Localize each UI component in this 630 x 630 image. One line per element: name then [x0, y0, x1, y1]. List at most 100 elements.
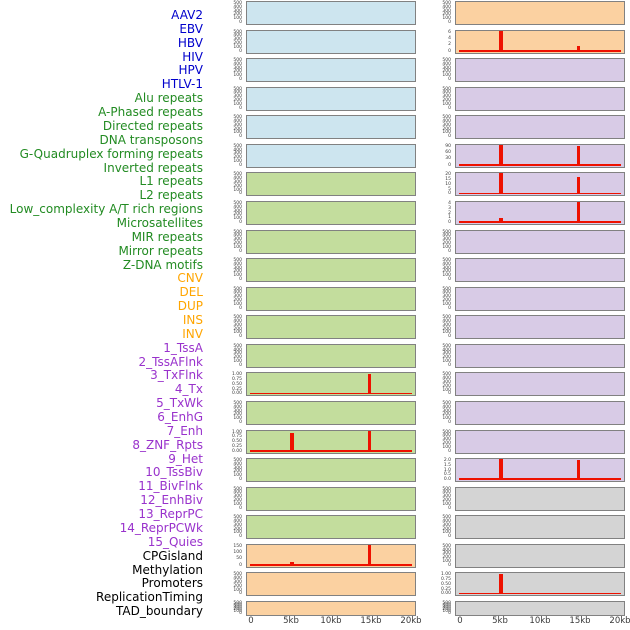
y-tick-label: 500 — [233, 343, 242, 349]
y-tick-label: 1.0 — [443, 467, 451, 473]
y-tick-label: 0 — [448, 391, 451, 397]
y-tick-label: 300 — [233, 294, 242, 300]
y-axis-ticks-hbv: 500 400 300 200 100 0 — [200, 58, 244, 82]
y-axis-ticks-del: 500 400 300 200 100 0 — [200, 572, 244, 596]
feature-label-a-phased-repeats: A-Phased repeats — [98, 105, 203, 119]
y-tick-label: 300 — [442, 605, 451, 610]
feature-label-ebv: EBV — [179, 21, 203, 36]
y-tick-label: 0 — [448, 220, 451, 225]
x-axis-tick-label: 5kb — [492, 616, 508, 626]
y-tick-label: 400 — [233, 204, 242, 210]
y-tick-label: 500 — [442, 315, 451, 321]
y-tick-label: 100 — [233, 301, 242, 307]
panel-1-tssa — [455, 58, 625, 83]
y-tick-label: 0 — [448, 334, 451, 340]
y-tick-label: 300 — [442, 122, 451, 128]
y-tick-label: 100 — [442, 558, 451, 564]
y-axis-ticks-low-complexity-a-t-rich-regions: 500 400 300 200 100 0 — [200, 401, 244, 425]
y-tick-label: 200 — [442, 355, 451, 361]
y-tick-label: 200 — [442, 498, 451, 504]
y-tick-label: 0.00 — [231, 448, 242, 454]
y-tick-label: 100 — [233, 158, 242, 164]
panel-a-phased-repeats — [246, 201, 416, 225]
y-tick-label: 2.0 — [443, 458, 451, 464]
y-axis-ticks-7-enh: 500 400 300 200 100 0 — [409, 230, 453, 254]
y-tick-label: 300 — [233, 522, 242, 528]
y-tick-label: 100 — [233, 273, 242, 279]
y-axis-ticks-15-quies: 2.0 1.5 1.0 0.5 0.0 — [409, 458, 453, 482]
y-tick-label: 300 — [442, 65, 451, 71]
y-tick-label: 300 — [233, 37, 242, 43]
y-tick-label: 500 — [233, 315, 242, 321]
y-tick-label: 200 — [233, 469, 242, 475]
y-tick-label: 300 — [233, 237, 242, 243]
y-tick-label: 500 — [233, 401, 242, 406]
y-tick-label: 500 — [442, 372, 451, 378]
panel-cpgisland — [455, 486, 625, 511]
panel-hpv — [246, 115, 416, 140]
y-axis-ticks-z-dna-motifs: 500 400 300 200 100 0 — [200, 515, 244, 539]
y-tick-label: 0.50 — [440, 581, 451, 587]
y-tick-label: 500 — [233, 286, 242, 292]
y-tick-label: 100 — [233, 330, 242, 336]
feature-label-6-enhg: 6_EnhG — [157, 410, 203, 424]
feature-label-z-dna-motifs: Z-DNA motifs — [122, 257, 203, 272]
y-axis-ticks-methylation: 500 400 300 200 100 0 — [409, 515, 453, 539]
y-tick-label: 200 — [442, 440, 451, 446]
panel-ins — [455, 1, 625, 25]
y-tick-label: 500 — [442, 343, 451, 349]
x-axis-tick-label: 10kb — [320, 616, 342, 626]
y-axis-ticks-11-bivflnk: 500 400 300 200 100 0 — [409, 344, 453, 368]
panel-replicationtiming — [455, 572, 625, 597]
x-axis-tick-label: 5kb — [283, 616, 299, 626]
y-tick-label: 200 — [233, 326, 242, 332]
y-tick-label: 100 — [442, 273, 451, 279]
y-tick-label: 0 — [239, 105, 242, 111]
feature-label-14-reprpcwk: 14_ReprPCWk — [119, 520, 203, 535]
panel-htlv-1 — [246, 143, 416, 168]
y-tick-label: 400 — [233, 33, 242, 39]
y-tick-label: 0.0 — [443, 477, 451, 483]
y-axis-ticks-microsatellites: 1.00 0.75 0.50 0.25 0.00 — [200, 430, 244, 454]
panel-alu-repeats — [246, 172, 416, 197]
y-tick-label: 400 — [233, 404, 242, 410]
panel-microsatellites — [246, 429, 416, 454]
y-tick-label: 100 — [233, 587, 242, 593]
y-tick-label: 4 — [448, 201, 451, 206]
y-tick-label: 3 — [448, 205, 451, 211]
y-tick-label: 100 — [442, 330, 451, 336]
y-tick-label: 300 — [442, 494, 451, 500]
panel-2-tssaflnk — [455, 86, 625, 111]
y-tick-label: 100 — [442, 501, 451, 507]
y-tick-label: 100 — [233, 216, 242, 222]
x-axis-tick-label: 15kb — [569, 616, 591, 626]
y-tick-label: 0 — [448, 305, 451, 311]
feature-label-methylation: Methylation — [132, 562, 203, 577]
y-tick-label: 0.5 — [443, 472, 451, 478]
panel-methylation — [455, 515, 625, 540]
y-tick-label: 500 — [233, 29, 242, 35]
y-tick-label: 500 — [233, 601, 242, 606]
y-tick-label: 500 — [442, 401, 451, 406]
y-axis-ticks-l2-repeats: 1.00 0.75 0.50 0.25 0.00 — [200, 372, 244, 396]
y-tick-label: 200 — [233, 212, 242, 218]
feature-label-microsatellites: Microsatellites — [116, 215, 203, 230]
y-tick-label: 0.00 — [440, 591, 451, 597]
y-tick-label: 0 — [448, 362, 451, 368]
y-tick-label: 0.75 — [231, 434, 242, 440]
x-axis-tick-label: 0 — [457, 616, 463, 626]
y-tick-label: 400 — [233, 347, 242, 353]
y-tick-label: 0 — [448, 20, 451, 25]
y-axis-ticks-replicationtiming: 1.00 0.75 0.50 0.25 0.00 — [409, 572, 453, 596]
y-tick-label: 100 — [233, 101, 242, 107]
y-tick-label: 400 — [233, 4, 242, 10]
y-tick-label: 100 — [442, 130, 451, 136]
y-axis-ticks-9-het: 500 400 300 200 100 0 — [409, 287, 453, 311]
feature-label-replicationtiming: ReplicationTiming — [96, 590, 203, 605]
y-tick-label: 500 — [233, 115, 242, 121]
y-tick-label: 300 — [233, 65, 242, 71]
y-tick-label: 400 — [442, 433, 451, 439]
y-tick-label: 100 — [233, 187, 242, 193]
signal-spike — [576, 177, 581, 195]
